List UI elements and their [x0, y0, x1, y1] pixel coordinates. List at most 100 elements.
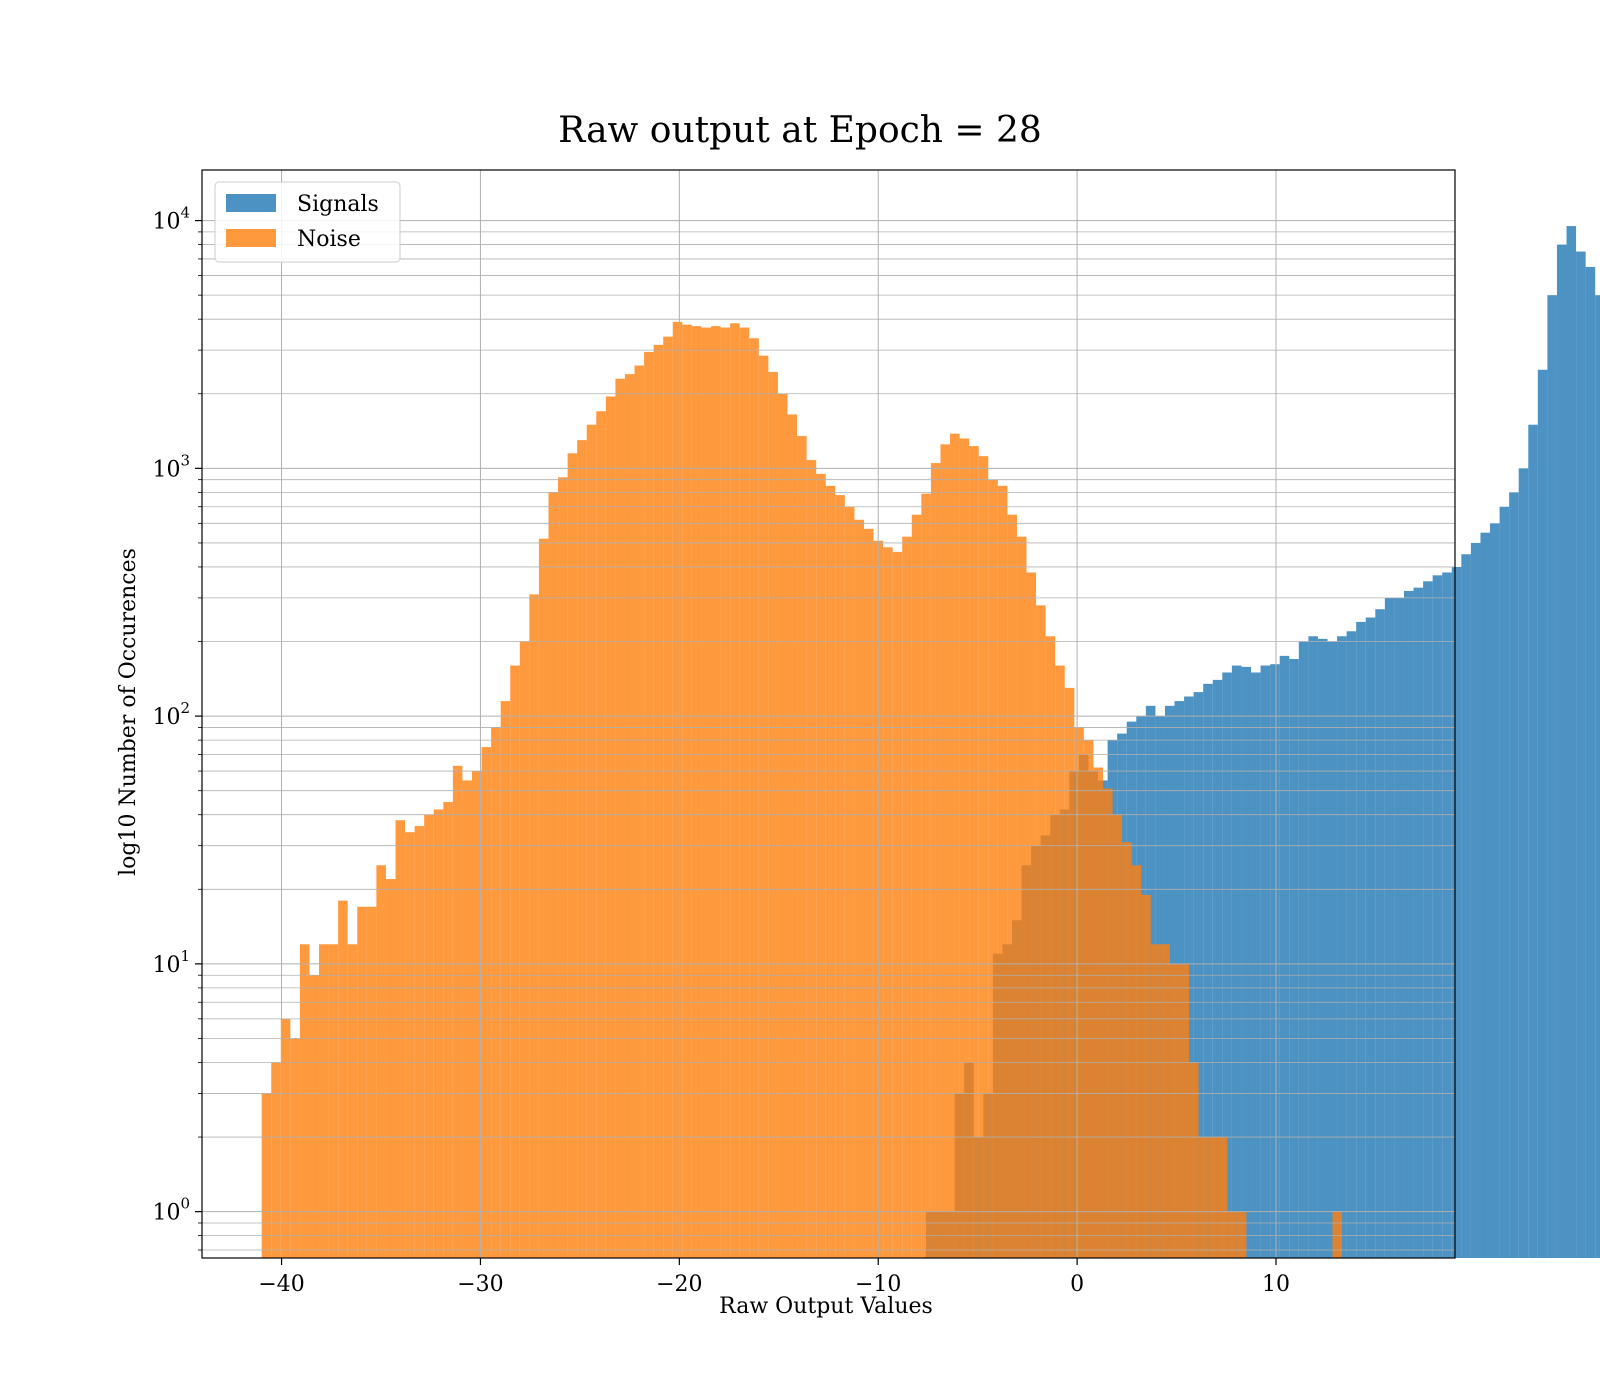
bar-noise [682, 324, 692, 1258]
bar-signals [1470, 542, 1481, 1258]
bar-noise [357, 906, 367, 1258]
bar-noise [835, 495, 845, 1259]
plot-frame [201, 169, 1456, 1259]
bar-noise [328, 944, 339, 1258]
bar-noise [299, 944, 310, 1258]
bar-noise [1007, 514, 1017, 1258]
bar-noise [577, 440, 587, 1258]
bar-signals [1595, 295, 1600, 1258]
bar-signals [1289, 659, 1299, 1258]
bar-signals [1327, 641, 1338, 1258]
bar-noise [586, 424, 597, 1259]
bar-noise [653, 344, 664, 1258]
bar-noise [1083, 740, 1094, 1258]
bar-noise [1045, 636, 1056, 1258]
bar-noise [395, 820, 406, 1258]
bar-signals [1480, 532, 1491, 1258]
bar-signals [1566, 226, 1577, 1259]
bar-noise [739, 327, 750, 1258]
bar-noise [749, 338, 759, 1258]
bar-noise [863, 528, 874, 1258]
bar-noise [433, 809, 444, 1258]
y-tick-exponent: 3 [180, 451, 190, 469]
bar-signals [1365, 617, 1376, 1258]
bar-noise [978, 456, 989, 1258]
x-tick-label: −10 [855, 1272, 901, 1297]
bar-noise [319, 944, 329, 1258]
x-tick-label: −20 [656, 1272, 702, 1297]
bar-noise [663, 336, 673, 1258]
series-noise [261, 321, 1343, 1259]
bar-noise [672, 321, 683, 1258]
bar-noise [691, 326, 702, 1258]
x-tick-label: 0 [1070, 1272, 1084, 1297]
bar-noise [596, 411, 606, 1258]
x-tick-label: 10 [1262, 1272, 1290, 1297]
bar-noise [1131, 865, 1142, 1258]
bar-noise [1150, 944, 1161, 1258]
bar-noise [280, 1018, 291, 1258]
bar-signals [1212, 679, 1223, 1258]
bar-noise [548, 492, 559, 1259]
bar-noise [1189, 1062, 1199, 1258]
legend-swatch-signals [226, 194, 276, 212]
bar-noise [405, 832, 415, 1258]
bar-signals [1346, 631, 1357, 1258]
bar-noise [921, 493, 931, 1259]
bar-noise [720, 327, 731, 1258]
bar-noise [1026, 572, 1037, 1258]
bar-signals [1298, 641, 1309, 1258]
bar-noise [1122, 842, 1132, 1258]
bar-noise [911, 514, 922, 1258]
bar-noise [854, 519, 864, 1258]
bar-noise [1332, 1211, 1343, 1258]
legend: Signals Noise [214, 181, 401, 263]
bar-noise [1036, 605, 1046, 1258]
bar-noise [701, 327, 712, 1258]
bar-signals [1222, 672, 1232, 1258]
bar-noise [424, 814, 434, 1258]
bar-noise [1236, 1211, 1247, 1258]
bar-noise [491, 727, 501, 1258]
bar-noise [385, 879, 396, 1258]
bar-signals [1556, 244, 1567, 1259]
y-tick-exponent: 2 [180, 699, 190, 717]
bar-signals [1423, 581, 1433, 1258]
bar-noise [376, 865, 386, 1258]
bar-signals [1384, 597, 1395, 1258]
y-tick-exponent: 0 [180, 1195, 190, 1213]
bar-noise [1169, 963, 1180, 1258]
x-tick-label: −30 [457, 1272, 503, 1297]
y-axis-label: log10 Number of Occurences [116, 548, 141, 876]
bar-signals [1270, 664, 1280, 1258]
bar-noise [1198, 1137, 1209, 1258]
bar-noise [797, 436, 807, 1258]
bar-noise [711, 326, 721, 1258]
legend-label-noise: Noise [297, 227, 361, 252]
bar-signals [1547, 295, 1557, 1258]
bar-signals [1251, 672, 1261, 1258]
bar-noise [969, 446, 979, 1258]
bar-noise [892, 551, 903, 1258]
bar-noise [1208, 1137, 1218, 1258]
bar-noise [1093, 767, 1103, 1258]
x-axis-label: Raw Output Values [719, 1294, 933, 1319]
bar-noise [624, 374, 635, 1258]
bar-noise [1141, 894, 1151, 1258]
bar-noise [787, 414, 798, 1259]
bar-noise [988, 479, 998, 1258]
bar-noise [1227, 1211, 1237, 1258]
bar-signals [1509, 492, 1519, 1259]
bar-signals [1585, 266, 1596, 1258]
grid-layer [202, 170, 1455, 1258]
bar-noise [519, 641, 530, 1258]
bar-noise [538, 538, 549, 1258]
legend-swatch-noise [226, 229, 276, 247]
y-tick-exponent: 4 [180, 204, 190, 222]
x-tick-label: −40 [258, 1272, 304, 1297]
bar-noise [309, 975, 320, 1258]
bar-signals [1528, 424, 1538, 1259]
bar-signals [1375, 609, 1385, 1258]
